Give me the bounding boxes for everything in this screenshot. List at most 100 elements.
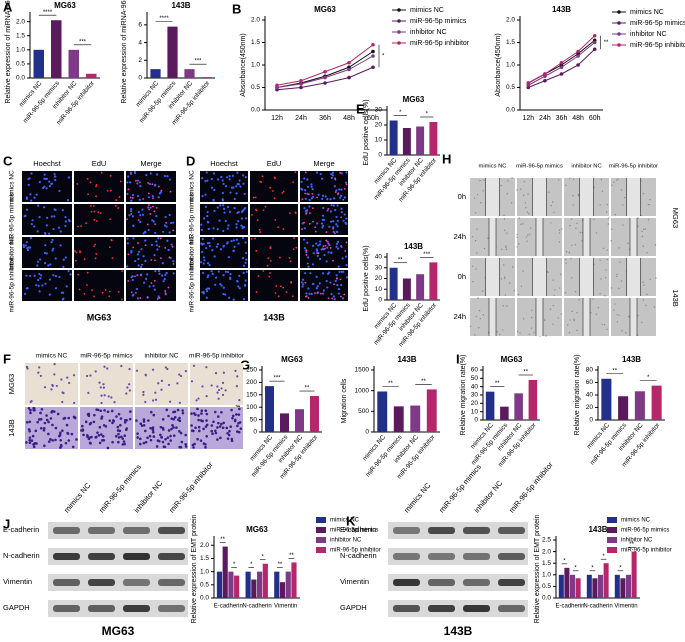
nucleus	[336, 204, 339, 207]
migrated-cell	[106, 367, 109, 370]
micrograph	[250, 237, 298, 268]
cell-texture	[616, 179, 618, 181]
nucleus	[235, 223, 238, 226]
nucleus	[144, 230, 147, 233]
migrated-cell	[226, 432, 229, 435]
nucleus	[218, 219, 221, 222]
nucleus	[216, 227, 219, 231]
migrated-cell	[236, 424, 239, 428]
y-tick-label: 2.0	[16, 18, 25, 25]
nucleus	[64, 220, 68, 223]
nucleus	[340, 283, 343, 287]
migrated-cell	[142, 393, 145, 396]
cell-texture	[604, 295, 606, 297]
nucleus	[214, 283, 217, 286]
bar	[150, 69, 161, 78]
edu-cell	[159, 237, 162, 240]
migrated-cell	[39, 417, 43, 421]
edu-cell	[317, 252, 320, 255]
migrated-cell	[62, 391, 65, 395]
cell-texture	[592, 298, 594, 300]
cell-texture	[599, 259, 601, 261]
edu-cell	[274, 292, 277, 294]
edu-cell	[334, 177, 337, 180]
migrated-cell	[121, 443, 125, 446]
migrated-cell	[114, 434, 118, 438]
y-tick-label: 150	[246, 392, 257, 399]
cell-texture	[481, 290, 484, 292]
legend-marker	[397, 30, 401, 34]
edu-cell	[110, 239, 113, 242]
edu-cell	[92, 205, 95, 207]
migrated-cell	[113, 401, 116, 404]
nucleus	[335, 245, 338, 248]
migrated-cell	[175, 426, 178, 429]
nucleus	[244, 176, 247, 179]
migrated-cell	[47, 440, 51, 443]
cell-texture	[474, 197, 476, 199]
band	[498, 527, 525, 534]
nucleus	[61, 209, 64, 212]
cell-texture	[516, 236, 518, 238]
nucleus	[37, 284, 40, 287]
nucleus	[138, 250, 141, 253]
edu-cell	[275, 285, 278, 287]
cell-line-label: 143B	[263, 312, 285, 322]
wound-gap	[626, 178, 641, 216]
migrated-cell	[94, 370, 97, 373]
bar	[245, 571, 251, 598]
row-label: mimics NC	[9, 170, 16, 202]
band	[463, 605, 490, 612]
cell-texture	[522, 270, 524, 272]
edu-cell	[139, 297, 142, 299]
legend-marker	[617, 10, 621, 14]
migrated-cell	[196, 437, 199, 441]
edu-cell	[140, 274, 142, 277]
migrated-cell	[29, 408, 32, 412]
nucleus	[342, 219, 345, 222]
nucleus	[319, 172, 322, 176]
bar	[389, 267, 398, 300]
edu-cell	[156, 298, 159, 300]
edu-cell	[114, 204, 117, 207]
sig-label: **	[523, 370, 528, 376]
nucleus	[44, 177, 47, 180]
cell-texture	[501, 248, 503, 250]
column-label: mimics NC	[36, 353, 68, 360]
legend-label: mimics NC	[410, 7, 444, 14]
micrograph	[250, 270, 298, 301]
y-tick-label: 60	[471, 367, 479, 374]
nucleus	[300, 180, 303, 183]
cell-texture	[565, 262, 567, 264]
nucleus	[233, 197, 236, 201]
cell-texture	[517, 293, 520, 296]
nucleus	[162, 230, 165, 233]
nucleus	[310, 292, 313, 296]
migrated-cell	[119, 417, 123, 420]
cell-texture	[476, 193, 479, 196]
migrated-cell	[29, 411, 32, 415]
column-label: mimics NC	[478, 164, 506, 170]
nucleus	[133, 170, 136, 174]
migrated-cell	[32, 445, 36, 449]
edu-cell	[269, 272, 271, 274]
nucleus	[158, 269, 161, 273]
nucleus	[307, 287, 310, 290]
x-tick-label: 24h	[295, 115, 307, 122]
migrated-cell	[224, 389, 227, 392]
nucleus	[154, 184, 157, 187]
nucleus	[33, 225, 36, 228]
migrated-cell	[217, 421, 220, 425]
blot-strip	[48, 548, 188, 565]
bar	[402, 128, 411, 155]
nucleus	[139, 185, 142, 188]
nucleus	[222, 286, 225, 289]
cell-texture	[527, 234, 529, 236]
channel-label: EdU	[92, 159, 107, 168]
edu-cell	[83, 292, 86, 295]
migrated-cell	[101, 434, 105, 438]
chart-title: MG63	[281, 355, 303, 364]
cell-texture	[605, 269, 607, 271]
protein-label: N-cadherin	[3, 551, 40, 560]
cell-texture	[558, 179, 560, 181]
